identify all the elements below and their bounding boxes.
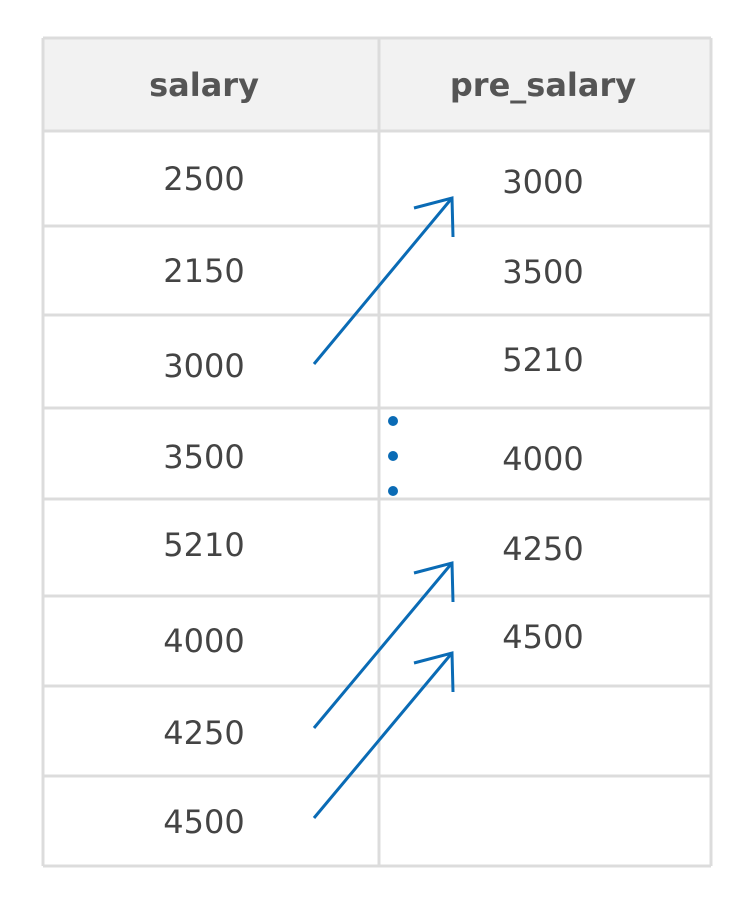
header-background	[43, 38, 711, 131]
cell: 5210	[502, 341, 583, 379]
shift-arrows	[312, 196, 455, 819]
cell: 4000	[163, 622, 244, 660]
column-header: pre_salary	[450, 66, 636, 104]
ellipsis-dot	[388, 451, 398, 461]
table-grid	[41, 36, 713, 868]
cell: 3500	[163, 438, 244, 476]
table-cells: salary 2500 2150 3000 3500 5210 4000 4250 4500 pr…	[149, 66, 636, 841]
cell: 2500	[163, 160, 244, 198]
arrow	[312, 196, 455, 365]
ellipsis-dot	[388, 486, 398, 496]
cell: 4250	[163, 714, 244, 752]
cell: 3500	[502, 253, 583, 291]
cell: 4000	[502, 440, 583, 478]
ellipsis-dot	[388, 416, 398, 426]
cell: 3000	[502, 163, 583, 201]
column-header: salary	[149, 66, 259, 104]
cell: 4500	[163, 803, 244, 841]
cell: 5210	[163, 526, 244, 564]
cell: 4500	[502, 618, 583, 656]
cell: 3000	[163, 347, 244, 385]
arrow	[312, 651, 455, 819]
cell: 2150	[163, 252, 244, 290]
cell: 4250	[502, 530, 583, 568]
arrow	[312, 561, 455, 729]
